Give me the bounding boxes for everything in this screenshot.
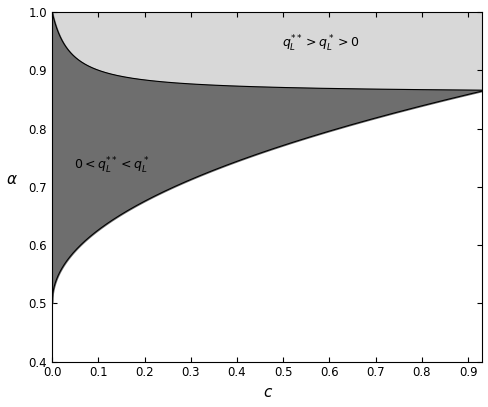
X-axis label: c: c <box>263 385 271 400</box>
Y-axis label: α: α <box>7 172 17 187</box>
Text: $0 < q_L^{**} < q_L^*$: $0 < q_L^{**} < q_L^*$ <box>74 156 150 177</box>
Text: $q_L^{**} > q_L^* > 0$: $q_L^{**} > q_L^* > 0$ <box>281 34 358 54</box>
